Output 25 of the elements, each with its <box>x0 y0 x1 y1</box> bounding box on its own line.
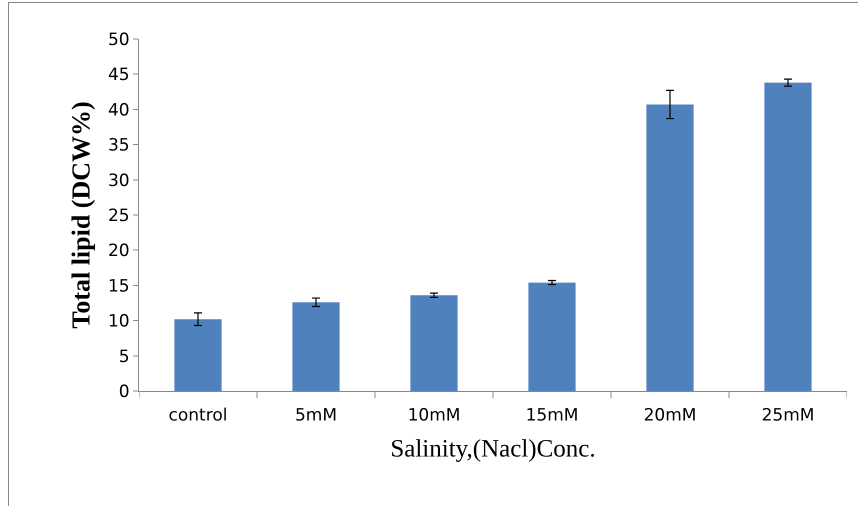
y-tick-label: 35 <box>108 136 130 156</box>
x-tick-label: 5mM <box>294 405 338 426</box>
x-tick-label: 25mM <box>762 405 814 426</box>
bar <box>646 104 694 391</box>
x-tick-label: 10mM <box>408 405 460 426</box>
y-tick-label: 0 <box>118 382 130 402</box>
x-tick-label: 15mM <box>526 405 578 426</box>
y-tick-label: 20 <box>108 241 130 262</box>
y-tick-label: 15 <box>108 276 130 296</box>
bar <box>410 295 458 391</box>
y-tick-label: 5 <box>118 346 130 367</box>
bar <box>764 82 812 391</box>
x-tick-label: 20mM <box>644 405 696 426</box>
y-axis-title: Total lipid (DCW%) <box>66 101 96 329</box>
y-tick-label: 45 <box>108 65 130 86</box>
bar <box>528 282 576 391</box>
bar <box>292 302 340 391</box>
y-tick-label: 10 <box>108 312 130 332</box>
y-tick-label: 40 <box>108 100 130 120</box>
y-tick-label: 30 <box>108 170 130 191</box>
bar <box>174 319 222 391</box>
x-axis-title: Salinity,(Nacl)Conc. <box>390 435 596 462</box>
y-tick-label: 25 <box>108 206 130 226</box>
y-tick-label: 50 <box>108 30 130 50</box>
x-tick-label: control <box>168 405 228 426</box>
